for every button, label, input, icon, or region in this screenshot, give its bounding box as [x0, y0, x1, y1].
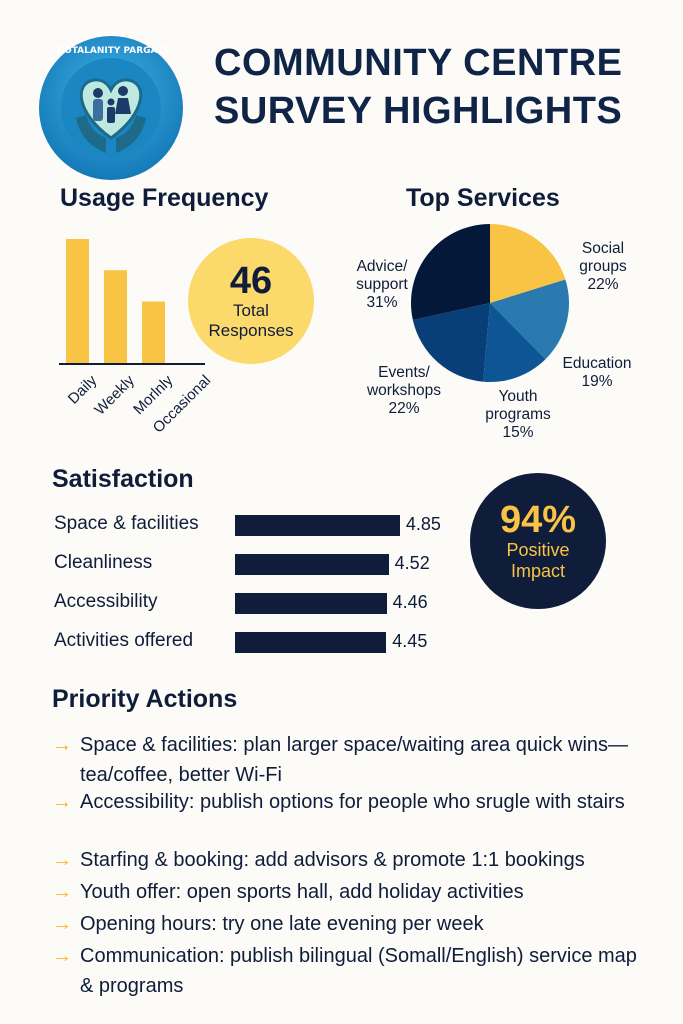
priority-action-text: Starfing & booking: add advisors & promo…	[80, 849, 585, 871]
priority-action-text: Youth offer: open sports hall, add holid…	[80, 881, 524, 903]
satisfaction-bar	[235, 515, 400, 536]
impact-label-1: Positive	[506, 540, 570, 560]
impact-label-2: Impact	[510, 561, 566, 581]
pie-label: Social groups 22%	[548, 240, 658, 294]
arrow-right-icon: →	[52, 734, 72, 756]
satisfaction-label: Activities offered	[54, 630, 194, 651]
pie-label-label2: support	[356, 276, 408, 293]
satisfaction-bar	[235, 554, 389, 575]
usage-bar	[142, 301, 165, 364]
total-label-2: Responses	[208, 321, 294, 340]
priority-action-text: Opening hours: try one late evening per …	[80, 913, 484, 935]
pie-label-label1: Youth	[498, 388, 538, 405]
pie-label-label1: Events/	[378, 364, 430, 381]
arrow-right-icon: →	[52, 791, 72, 813]
total-label-1: Total	[233, 301, 269, 320]
impact-value: 94%	[499, 499, 577, 541]
satisfaction-value: 4.45	[392, 631, 428, 651]
title-line-1: COMMUNITY CENTRE	[214, 42, 623, 84]
satisfaction-value: 4.46	[392, 592, 428, 612]
arrow-right-icon: →	[52, 881, 72, 903]
pie-label-pct: 15%	[502, 424, 534, 441]
pie-label-label2: groups	[579, 258, 627, 275]
pie-label-pct: 31%	[366, 294, 398, 311]
pie-label: Advice/support 31%	[327, 258, 437, 312]
pie-label-label2: programs	[485, 406, 551, 423]
satisfaction-label: Space & facilities	[54, 513, 199, 534]
pie-label-pct: 22%	[388, 400, 420, 417]
pie-label-pct: 22%	[587, 276, 619, 293]
pie-slice	[410, 224, 490, 320]
top-services-title: Top Services	[406, 184, 560, 212]
pie-slice	[483, 303, 546, 382]
community-logo: LBOTALANITY PARGAZS	[39, 36, 183, 180]
arrow-right-icon: →	[52, 849, 72, 871]
pie-label: Youth programs 15%	[463, 388, 573, 442]
usage-bar	[104, 270, 127, 364]
usage-bar	[66, 239, 89, 364]
satisfaction-bar	[235, 593, 387, 614]
pie-label: Events/workshops 22%	[349, 364, 459, 418]
pie-label: Education 19%	[542, 355, 652, 391]
pie-label-label1: Education	[562, 355, 632, 372]
priority-action-item: → Accessibility: publish options for peop…	[52, 787, 652, 817]
priority-action-text: Accessibility: publish options for peopl…	[80, 791, 625, 813]
svg-text:LBOTALANITY PARGAZS: LBOTALANITY PARGAZS	[51, 46, 170, 56]
satisfaction-label: Accessibility	[54, 591, 158, 612]
pie-label-pct: 19%	[581, 373, 613, 390]
priority-actions-title: Priority Actions	[52, 685, 238, 713]
priority-action-item: → Opening hours: try one late evening per…	[52, 909, 652, 939]
positive-impact-badge: 94% Positive Impact	[470, 473, 606, 609]
priority-action-item: → Space & facilities: plan larger space/w…	[52, 730, 652, 790]
priority-action-item: → Youth offer: open sports hall, add holi…	[52, 877, 652, 907]
priority-action-item: → Communication: publish bilingual (Somal…	[52, 941, 652, 1001]
pie-slice	[490, 279, 569, 360]
usage-frequency-title: Usage Frequency	[60, 184, 269, 212]
arrow-right-icon: →	[52, 945, 72, 967]
title-line-2: SURVEY HIGHLIGHTS	[214, 90, 623, 132]
priority-action-text: Space & facilities: plan larger space/wa…	[80, 734, 629, 786]
satisfaction-value: 4.52	[394, 553, 430, 573]
priority-action-item: → Starfing & booking: add advisors & prom…	[52, 845, 652, 875]
satisfaction-value: 4.85	[405, 514, 441, 534]
satisfaction-label: Cleanliness	[54, 552, 153, 573]
satisfaction-title: Satisfaction	[52, 465, 194, 493]
pie-label-label1: Advice/	[356, 258, 408, 275]
satisfaction-bar	[235, 632, 387, 653]
total-value: 46	[229, 260, 273, 302]
pie-label-label1: Social	[581, 240, 625, 257]
arrow-right-icon: →	[52, 913, 72, 935]
pie-slice	[412, 303, 490, 382]
pie-slice	[490, 224, 566, 303]
pie-label-label2: workshops	[366, 382, 442, 399]
total-responses-badge: 46 Total Responses	[188, 238, 314, 364]
priority-action-text: Communication: publish bilingual (Somall…	[80, 945, 637, 997]
